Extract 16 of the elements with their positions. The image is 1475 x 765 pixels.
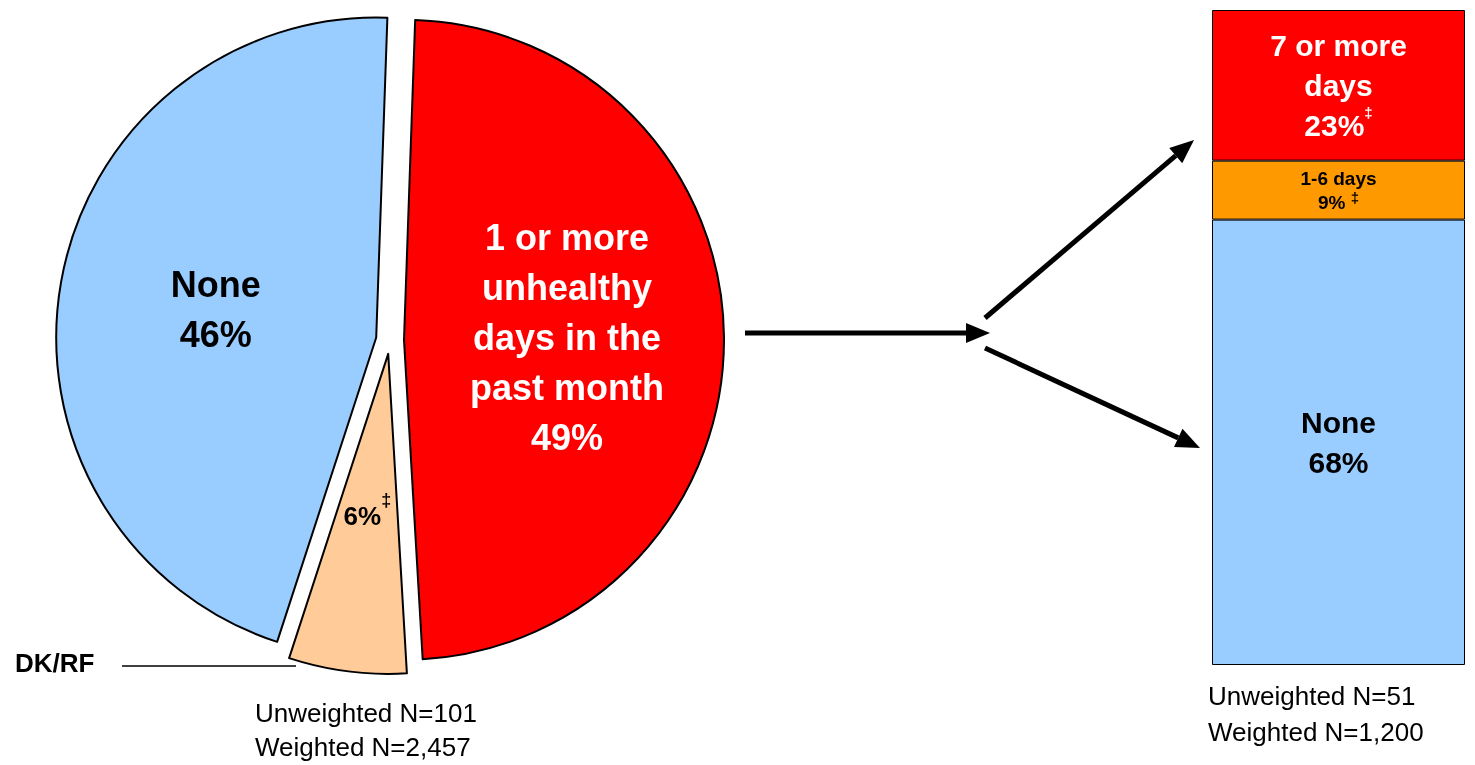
text: Unweighted N=51 (1208, 681, 1416, 711)
series-label: 1-6 days (1300, 167, 1377, 189)
data-label: 23%‡ (1304, 104, 1373, 142)
data-label: 68% (1308, 445, 1369, 479)
data-label: 49% (530, 417, 604, 459)
slice-label: 1 or more unhealthy days in the past month (469, 217, 664, 409)
slice-label: None (170, 263, 261, 305)
text: Weighted N=1,200 (1208, 717, 1424, 747)
text: Weighted N=2,457 (255, 732, 471, 762)
text: Unweighted N=101 (255, 698, 477, 728)
data-label: 46% (179, 313, 252, 355)
data-label: 6%‡ (343, 489, 392, 531)
series-label: None (1301, 405, 1376, 439)
series-label: 7 or more days (1270, 28, 1407, 102)
data-label: 9% ‡ (1317, 189, 1360, 213)
slice-label: DK/RF (15, 648, 95, 678)
